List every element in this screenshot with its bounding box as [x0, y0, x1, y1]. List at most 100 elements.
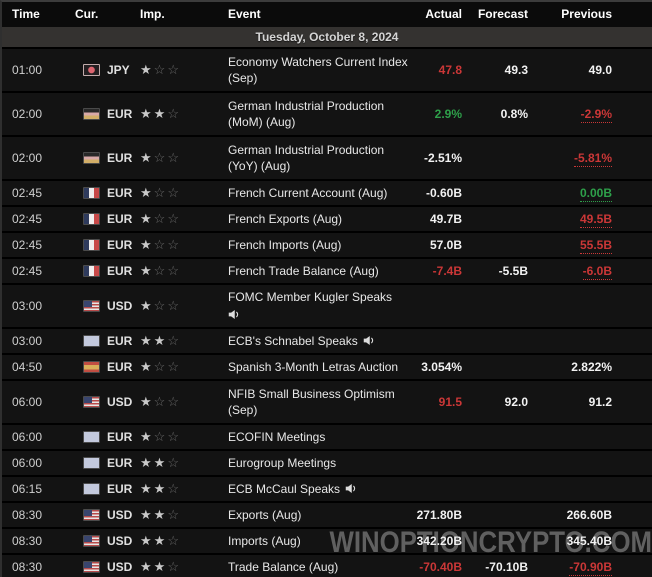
- currency-code: EUR: [107, 151, 133, 165]
- importance-stars: ★★☆: [140, 559, 218, 575]
- event-time: 04:50: [12, 360, 43, 374]
- star-filled-icon: ★: [140, 394, 154, 409]
- event-time: 08:30: [12, 560, 43, 574]
- star-empty-icon: ☆: [167, 185, 181, 200]
- actual-value: 49.7B: [429, 212, 462, 226]
- event-rows: 01:00 JPY ★☆☆ Economy Watchers Current Inde…: [2, 49, 652, 577]
- event-link[interactable]: Imports (Aug): [228, 534, 301, 548]
- event-row[interactable]: 02:45 EUR ★☆☆ French Trade Balance (Aug) -7.…: [2, 259, 652, 285]
- event-link[interactable]: Spanish 3-Month Letras Auction: [228, 360, 399, 374]
- event-cell: Spanish 3-Month Letras Auction: [218, 359, 415, 375]
- event-row[interactable]: 08:30 USD ★★☆ Imports (Aug) 342.20B 345.40B: [2, 529, 652, 555]
- currency-code: EUR: [107, 430, 133, 444]
- event-link[interactable]: Eurogroup Meetings: [228, 456, 337, 470]
- actual-value: 342.20B: [416, 534, 462, 548]
- previous-value: 345.40B: [566, 534, 612, 548]
- event-cell: Eurogroup Meetings: [218, 455, 415, 471]
- star-empty-icon: ☆: [167, 481, 181, 496]
- event-cell: German Industrial Production (YoY) (Aug): [218, 142, 415, 174]
- currency-cell: EUR: [70, 360, 140, 374]
- event-row[interactable]: 03:00 EUR ★★☆ ECB's Schnabel Speaks: [2, 329, 652, 355]
- previous-value: -6.0B: [582, 264, 612, 280]
- actual-value: 57.0B: [429, 238, 462, 252]
- event-row[interactable]: 06:15 EUR ★★☆ ECB McCaul Speaks: [2, 477, 652, 503]
- event-link[interactable]: Exports (Aug): [228, 508, 302, 522]
- event-row[interactable]: 04:50 EUR ★☆☆ Spanish 3-Month Letras Auctio…: [2, 355, 652, 381]
- event-link[interactable]: ECB McCaul Speaks: [228, 481, 341, 496]
- event-row[interactable]: 02:45 EUR ★☆☆ French Imports (Aug) 57.0B 55.5…: [2, 233, 652, 259]
- event-row[interactable]: 02:00 EUR ★★☆ German Industrial Production …: [2, 93, 652, 137]
- actual-value: -0.60B: [425, 186, 462, 200]
- star-filled-icon: ★: [140, 429, 154, 444]
- event-cell: Exports (Aug): [218, 507, 415, 523]
- event-link[interactable]: French Trade Balance (Aug): [228, 264, 379, 278]
- previous-value: -2.9%: [580, 107, 612, 123]
- event-row[interactable]: 02:00 EUR ★☆☆ German Industrial Production …: [2, 137, 652, 181]
- usa-flag-icon: [83, 300, 100, 312]
- event-time: 02:00: [12, 107, 43, 121]
- star-filled-icon: ★: [153, 333, 168, 348]
- importance-stars: ★☆☆: [140, 298, 218, 314]
- event-cell: ECB's Schnabel Speaks: [218, 333, 415, 350]
- star-filled-icon: ★: [153, 455, 168, 470]
- star-filled-icon: ★: [153, 106, 168, 121]
- event-row[interactable]: 06:00 USD ★☆☆ NFIB Small Business Optimism …: [2, 381, 652, 425]
- event-link[interactable]: French Imports (Aug): [228, 238, 342, 252]
- event-link[interactable]: ECB's Schnabel Speaks: [228, 333, 358, 348]
- event-link[interactable]: Economy Watchers Current Index (Sep): [228, 55, 408, 85]
- currency-cell: EUR: [70, 151, 140, 165]
- france-flag-icon: [83, 187, 100, 199]
- event-row[interactable]: 08:30 USD ★★☆ Exports (Aug) 271.80B 266.60B: [2, 503, 652, 529]
- star-empty-icon: ☆: [153, 298, 168, 313]
- germany-flag-icon: [83, 108, 100, 120]
- event-time: 06:00: [12, 430, 43, 444]
- event-row[interactable]: 06:00 EUR ★★☆ Eurogroup Meetings: [2, 451, 652, 477]
- speaker-icon: [228, 308, 240, 324]
- star-empty-icon: ☆: [153, 150, 168, 165]
- star-filled-icon: ★: [140, 237, 154, 252]
- currency-code: USD: [107, 299, 133, 313]
- eu-flag-icon: [83, 483, 100, 495]
- event-link[interactable]: Trade Balance (Aug): [228, 560, 339, 574]
- event-row[interactable]: 01:00 JPY ★☆☆ Economy Watchers Current Inde…: [2, 49, 652, 93]
- importance-stars: ★★☆: [140, 533, 218, 549]
- currency-cell: EUR: [70, 186, 140, 200]
- usa-flag-icon: [83, 396, 100, 408]
- previous-value: 55.5B: [579, 238, 612, 254]
- event-time: 08:30: [12, 508, 43, 522]
- event-row[interactable]: 06:00 EUR ★☆☆ ECOFIN Meetings: [2, 425, 652, 451]
- currency-code: EUR: [107, 212, 133, 226]
- actual-value: 91.5: [438, 395, 462, 409]
- event-link[interactable]: FOMC Member Kugler Speaks: [228, 289, 393, 304]
- currency-code: EUR: [107, 186, 133, 200]
- event-link[interactable]: French Current Account (Aug): [228, 186, 388, 200]
- importance-stars: ★☆☆: [140, 185, 218, 201]
- japan-flag-icon: [83, 64, 100, 76]
- event-time: 06:15: [12, 482, 43, 496]
- eu-flag-icon: [83, 335, 100, 347]
- event-cell: FOMC Member Kugler Speaks: [218, 289, 415, 324]
- event-row[interactable]: 02:45 EUR ★☆☆ French Current Account (Aug) -…: [2, 181, 652, 207]
- previous-value: 2.822%: [571, 360, 612, 374]
- actual-value: -2.51%: [423, 151, 462, 165]
- event-time: 02:45: [12, 186, 43, 200]
- event-link[interactable]: French Exports (Aug): [228, 212, 343, 226]
- star-empty-icon: ☆: [167, 507, 181, 522]
- star-filled-icon: ★: [140, 455, 154, 470]
- actual-value: -7.4B: [432, 264, 462, 278]
- star-empty-icon: ☆: [167, 298, 181, 313]
- star-empty-icon: ☆: [167, 533, 181, 548]
- importance-stars: ★☆☆: [140, 150, 218, 166]
- event-link[interactable]: ECOFIN Meetings: [228, 430, 326, 444]
- star-filled-icon: ★: [140, 507, 154, 522]
- event-time: 02:45: [12, 238, 43, 252]
- event-link[interactable]: NFIB Small Business Optimism (Sep): [228, 387, 395, 417]
- event-time: 01:00: [12, 63, 43, 77]
- event-cell: French Current Account (Aug): [218, 185, 415, 201]
- event-link[interactable]: German Industrial Production (YoY) (Aug): [228, 143, 385, 173]
- event-row[interactable]: 08:30 USD ★★☆ Trade Balance (Aug) -70.40B -70…: [2, 555, 652, 577]
- event-link[interactable]: German Industrial Production (MoM) (Aug): [228, 99, 385, 129]
- date-header: Tuesday, October 8, 2024: [2, 27, 652, 49]
- event-row[interactable]: 02:45 EUR ★☆☆ French Exports (Aug) 49.7B 49.5…: [2, 207, 652, 233]
- event-row[interactable]: 03:00 USD ★☆☆ FOMC Member Kugler Speaks: [2, 285, 652, 329]
